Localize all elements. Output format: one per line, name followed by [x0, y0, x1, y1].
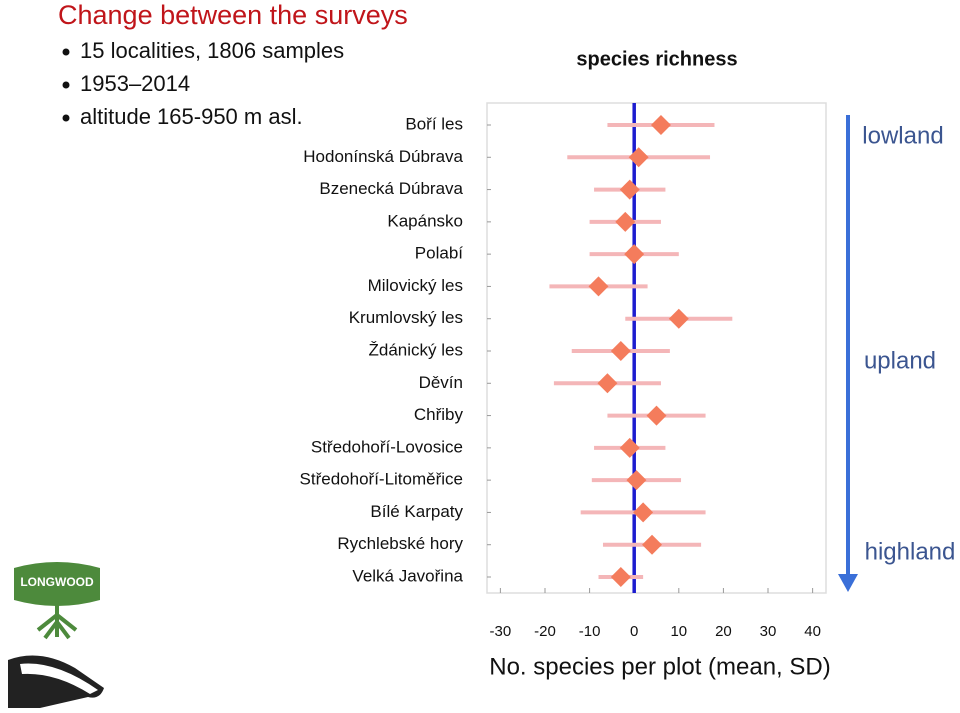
mean-marker	[628, 147, 649, 168]
x-tick-label: 40	[804, 623, 821, 640]
slide-title: Change between the surveys	[58, 0, 408, 30]
bullet-dot	[62, 81, 70, 89]
zone-label: upland	[864, 347, 936, 374]
mean-marker	[610, 567, 631, 587]
bullet-dot	[62, 48, 70, 56]
zone-label: highland	[865, 538, 956, 565]
x-tick-label: 0	[630, 623, 638, 640]
badger-head	[8, 655, 104, 708]
mean-marker	[626, 470, 647, 491]
y-tick-label: Chřiby	[414, 405, 464, 424]
y-tick-label: Rychlebské hory	[337, 534, 463, 553]
mean-marker	[650, 115, 671, 135]
y-tick-label: Středohoří-Lovosice	[311, 437, 463, 456]
mean-marker	[633, 502, 654, 523]
y-tick-label: Boří les	[405, 114, 463, 133]
mean-marker	[619, 437, 640, 458]
x-tick-label: -20	[534, 623, 556, 640]
y-tick-label: Krumlovský les	[349, 308, 463, 327]
bullet: altitude 165-950 m asl.	[80, 104, 303, 129]
chart-title: species richness	[576, 48, 737, 70]
x-axis-label: No. species per plot (mean, SD)	[489, 653, 830, 680]
logo-shield	[14, 562, 100, 606]
x-tick-label: -30	[490, 623, 512, 640]
x-tick-label: 20	[715, 623, 732, 640]
mean-marker	[619, 179, 640, 200]
bullet-dot	[62, 114, 70, 122]
badger-stripe	[20, 663, 98, 694]
logo: LONGWOOD	[14, 562, 100, 640]
mean-marker	[588, 276, 609, 297]
bullet: 1953–2014	[80, 71, 190, 96]
plot-frame	[486, 102, 827, 594]
mean-marker	[597, 373, 618, 394]
y-tick-label: Děvín	[419, 373, 463, 392]
y-tick-label: Ždánický les	[369, 340, 463, 359]
y-tick-label: Bzenecká Dúbrava	[319, 179, 463, 198]
mean-marker	[624, 244, 645, 265]
y-tick-label: Středohoří-Litoměřice	[300, 470, 463, 489]
mean-marker	[610, 341, 631, 361]
y-tick-label: Milovický les	[368, 276, 463, 295]
x-tick-label: 30	[760, 623, 777, 640]
mean-marker	[668, 308, 689, 329]
logo-roots	[36, 605, 78, 640]
x-tick-label: -10	[579, 623, 601, 640]
zone-label: lowland	[862, 122, 943, 149]
y-tick-label: Bílé Karpaty	[370, 502, 463, 521]
mean-marker	[646, 405, 667, 426]
y-tick-label: Kapánsko	[387, 211, 463, 230]
y-tick-label: Hodonínská Dúbrava	[303, 147, 463, 166]
x-tick-label: 10	[670, 623, 687, 640]
logo-text: LONGWOOD	[20, 575, 94, 589]
y-tick-label: Polabí	[415, 244, 463, 263]
zone-arrow-head	[838, 574, 858, 592]
badger	[8, 655, 104, 708]
y-tick-label: Velká Javořina	[352, 566, 463, 585]
bullet: 15 localities, 1806 samples	[80, 38, 344, 63]
mean-marker	[642, 534, 663, 555]
mean-marker	[615, 211, 636, 232]
